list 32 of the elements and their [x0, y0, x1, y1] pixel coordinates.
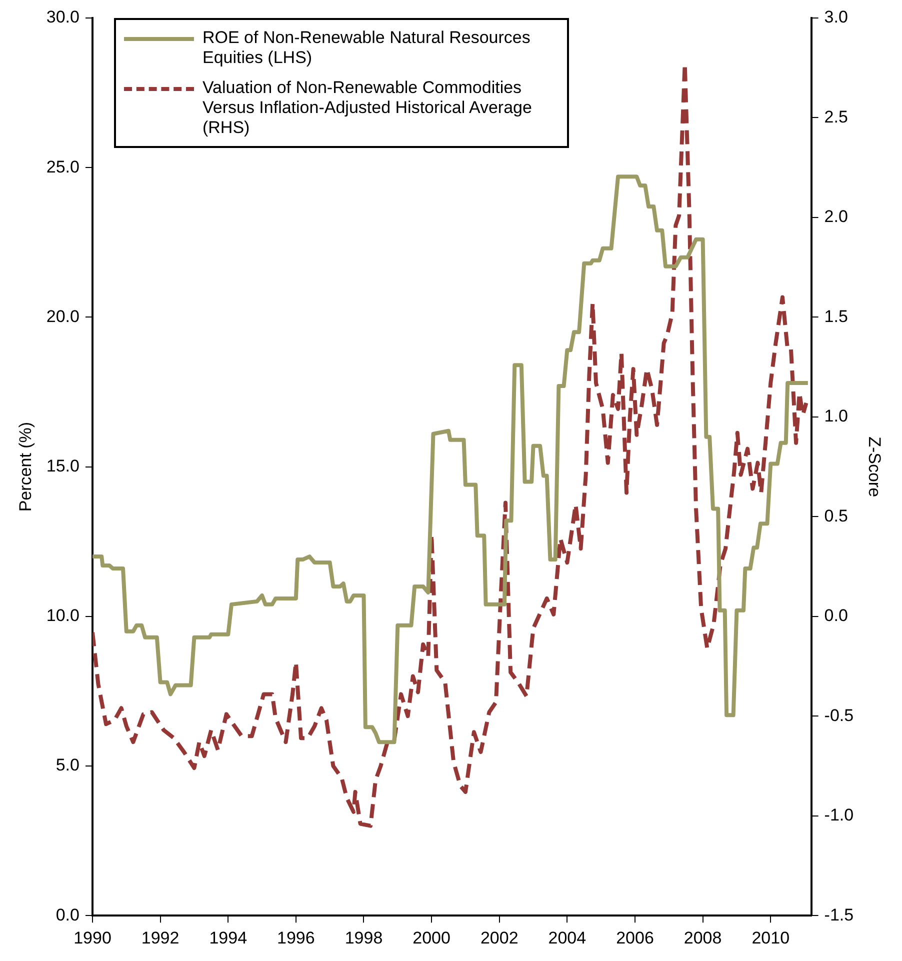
x-tick-label: 1990	[74, 928, 112, 948]
y2-tick-label: -0.5	[824, 706, 854, 725]
x-tick-label: 2010	[752, 928, 790, 948]
y-tick-label: 10.0	[46, 606, 80, 626]
y2-tick-label: 1.0	[824, 406, 848, 426]
y2-tick-label: 1.5	[824, 306, 848, 326]
x-tick-label: 2002	[480, 928, 518, 948]
legend-label: ROE of Non-Renewable Natural Resources Equities (LHS)	[202, 28, 532, 68]
y-tick-label: 25.0	[46, 157, 80, 176]
y2-tick-label: 0.5	[824, 506, 848, 526]
x-tick-label: 1992	[141, 928, 180, 948]
x-tick-label: 1994	[209, 928, 248, 948]
x-tick-label: 2004	[548, 928, 586, 948]
x-tick-label: 2000	[412, 928, 450, 948]
y2-tick-label: -1.0	[824, 806, 854, 825]
y2-tick-label: -1.5	[824, 905, 854, 924]
y-tick-label: 0.0	[56, 905, 80, 924]
y-tick-label: 30.0	[46, 8, 80, 27]
y-tick-label: 20.0	[46, 306, 80, 326]
y2-tick-label: 2.5	[824, 107, 848, 126]
y2-axis-title: Z-Score	[865, 436, 884, 498]
x-tick-label: 1998	[344, 928, 383, 948]
y-tick-label: 5.0	[56, 756, 80, 775]
y-tick-label: 15.0	[46, 456, 80, 476]
y2-tick-label: 0.0	[824, 606, 848, 626]
y-axis-title: Percent (%)	[16, 422, 35, 512]
x-tick-label: 2008	[684, 928, 722, 948]
x-tick-label: 1996	[277, 928, 315, 948]
y2-tick-label: 3.0	[824, 8, 848, 27]
y2-tick-label: 2.0	[824, 207, 848, 226]
legend-label: Valuation of Non-Renewable Commodities Versus Inflation-Adjusted Historical Average (RHS)	[202, 78, 533, 138]
x-tick-label: 2006	[616, 928, 654, 948]
